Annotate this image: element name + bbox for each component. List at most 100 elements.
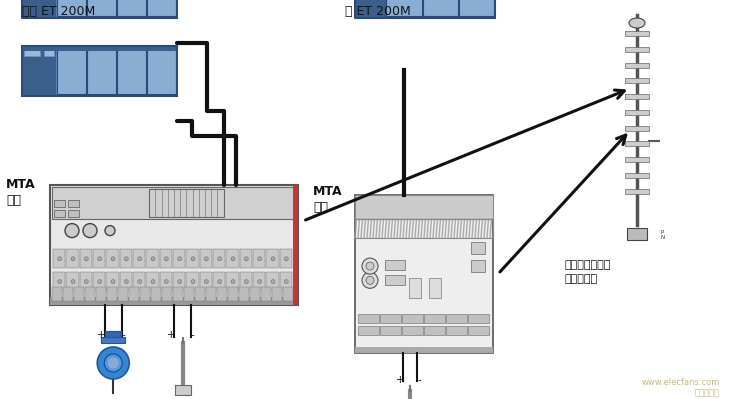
Bar <box>261 286 271 301</box>
Bar <box>625 47 649 52</box>
Bar <box>120 249 132 268</box>
Circle shape <box>111 280 115 284</box>
Text: -: - <box>417 375 421 385</box>
Circle shape <box>362 273 378 288</box>
Bar <box>625 157 649 162</box>
Text: -: - <box>190 330 194 340</box>
Bar <box>184 286 195 301</box>
Bar <box>133 249 145 268</box>
Bar <box>424 314 445 323</box>
Bar <box>22 46 177 96</box>
Bar <box>226 249 238 268</box>
Circle shape <box>164 257 168 261</box>
Circle shape <box>244 257 249 261</box>
Bar <box>200 272 212 291</box>
Bar <box>402 314 423 323</box>
Bar <box>117 48 147 94</box>
Ellipse shape <box>629 18 645 28</box>
Bar <box>459 0 494 16</box>
Bar <box>240 249 252 268</box>
Bar <box>96 286 106 301</box>
Bar <box>54 200 65 207</box>
Text: -: - <box>121 330 125 340</box>
Circle shape <box>257 280 262 284</box>
Bar <box>355 0 495 18</box>
Bar <box>280 249 292 268</box>
Text: MTA
模板: MTA 模板 <box>313 185 343 214</box>
Circle shape <box>366 262 374 270</box>
Circle shape <box>97 347 129 379</box>
Bar <box>355 0 373 18</box>
Bar <box>195 286 206 301</box>
Bar <box>162 286 173 301</box>
Circle shape <box>218 257 222 261</box>
Bar <box>386 0 422 16</box>
Bar <box>471 243 485 255</box>
Bar <box>101 337 125 343</box>
Text: P
N: P N <box>661 229 665 241</box>
Bar <box>380 314 401 323</box>
Bar <box>147 272 159 291</box>
Text: 冗余 ET 200M: 冗余 ET 200M <box>22 5 95 18</box>
Bar <box>147 48 176 94</box>
Circle shape <box>58 280 62 284</box>
Bar <box>625 173 649 178</box>
Bar <box>358 326 379 335</box>
Bar <box>206 286 217 301</box>
Bar <box>625 94 649 99</box>
Bar <box>107 286 117 301</box>
Circle shape <box>178 257 182 261</box>
Bar <box>42 46 56 96</box>
Text: MTA
模板: MTA 模板 <box>6 178 36 207</box>
Bar <box>468 314 489 323</box>
Bar <box>57 0 86 16</box>
Circle shape <box>125 257 128 261</box>
Bar <box>283 286 294 301</box>
Text: www.elecfans.com: www.elecfans.com <box>642 378 720 387</box>
Bar <box>625 188 649 194</box>
Bar <box>133 272 145 291</box>
Bar <box>68 209 79 217</box>
Bar <box>625 141 649 146</box>
Bar <box>358 314 379 323</box>
Bar <box>355 195 493 219</box>
Bar <box>93 272 105 291</box>
Bar <box>625 78 649 83</box>
Bar <box>93 249 105 268</box>
Bar <box>22 46 177 96</box>
Circle shape <box>204 257 208 261</box>
Bar <box>402 326 423 335</box>
Bar <box>625 110 649 115</box>
Bar <box>272 286 283 301</box>
Circle shape <box>362 258 378 274</box>
Bar <box>117 0 147 16</box>
Bar <box>266 272 278 291</box>
Circle shape <box>257 257 262 261</box>
Bar <box>24 50 40 56</box>
Bar <box>385 275 405 285</box>
Circle shape <box>83 223 97 237</box>
Bar <box>151 286 162 301</box>
Bar <box>355 347 493 353</box>
Circle shape <box>98 280 101 284</box>
Bar <box>105 331 121 337</box>
Bar <box>173 249 185 268</box>
Bar <box>22 46 42 96</box>
Text: +: + <box>97 330 106 340</box>
Bar <box>22 0 42 18</box>
Bar <box>187 272 199 291</box>
Bar <box>200 249 212 268</box>
Bar <box>160 249 172 268</box>
Bar <box>173 272 185 291</box>
Circle shape <box>151 257 155 261</box>
Bar <box>446 314 467 323</box>
Bar <box>355 195 493 353</box>
Text: 电子发烧网: 电子发烧网 <box>695 388 720 397</box>
Bar <box>149 189 224 217</box>
Bar <box>22 0 177 18</box>
Bar <box>53 272 66 291</box>
Bar <box>66 249 79 268</box>
Bar <box>627 228 647 240</box>
Circle shape <box>105 225 115 235</box>
Bar <box>118 286 128 301</box>
